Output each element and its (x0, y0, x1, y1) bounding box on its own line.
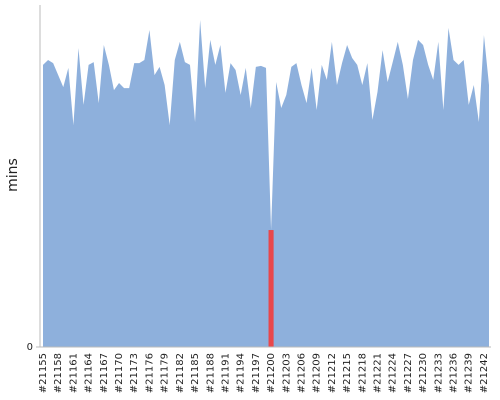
area (43, 20, 489, 347)
x-tick-label: #21176 (144, 353, 155, 393)
x-tick-label: #21188 (205, 353, 216, 393)
x-tick-label: #21185 (190, 353, 201, 393)
x-tick-label: #21221 (373, 353, 384, 393)
x-tick-label: #21182 (175, 353, 186, 393)
x-tick-label: #21173 (129, 353, 140, 393)
x-tick-label: #21200 (266, 353, 277, 393)
x-tick-label: #21233 (433, 353, 444, 393)
x-tick-label: #21167 (99, 353, 110, 393)
highlight-bar (268, 230, 274, 347)
x-tick-label: #21212 (327, 353, 338, 393)
x-tick-label: #21155 (38, 353, 49, 393)
x-tick-label: #21239 (464, 353, 475, 393)
x-tick-label: #21170 (114, 353, 125, 393)
x-tick-label: #21227 (403, 353, 414, 393)
x-tick-label: #21191 (220, 353, 231, 393)
x-tick-label: #21236 (449, 353, 460, 393)
x-tick-label: #21179 (160, 353, 171, 393)
x-tick-label: #21158 (53, 353, 64, 393)
y-tick-label: 0 (27, 342, 33, 353)
x-tick-label: #21230 (418, 353, 429, 393)
x-tick-label: #21215 (342, 353, 353, 393)
x-tick-label: #21197 (251, 353, 262, 393)
x-tick-label: #21218 (357, 353, 368, 393)
y-axis-title: mins (5, 158, 21, 192)
x-tick-label: #21161 (68, 353, 79, 393)
x-tick-label: #21209 (312, 353, 323, 393)
x-tick-label: #21194 (236, 353, 247, 393)
x-tick-label: #21164 (84, 353, 95, 393)
x-tick-label: #21224 (388, 353, 399, 393)
x-tick-label: #21203 (281, 353, 292, 393)
x-tick-label: #21242 (479, 353, 490, 393)
x-tick-label: #21206 (296, 353, 307, 393)
